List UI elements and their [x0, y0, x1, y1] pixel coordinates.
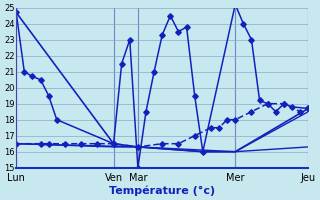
X-axis label: Température (°c): Température (°c)	[109, 185, 215, 196]
